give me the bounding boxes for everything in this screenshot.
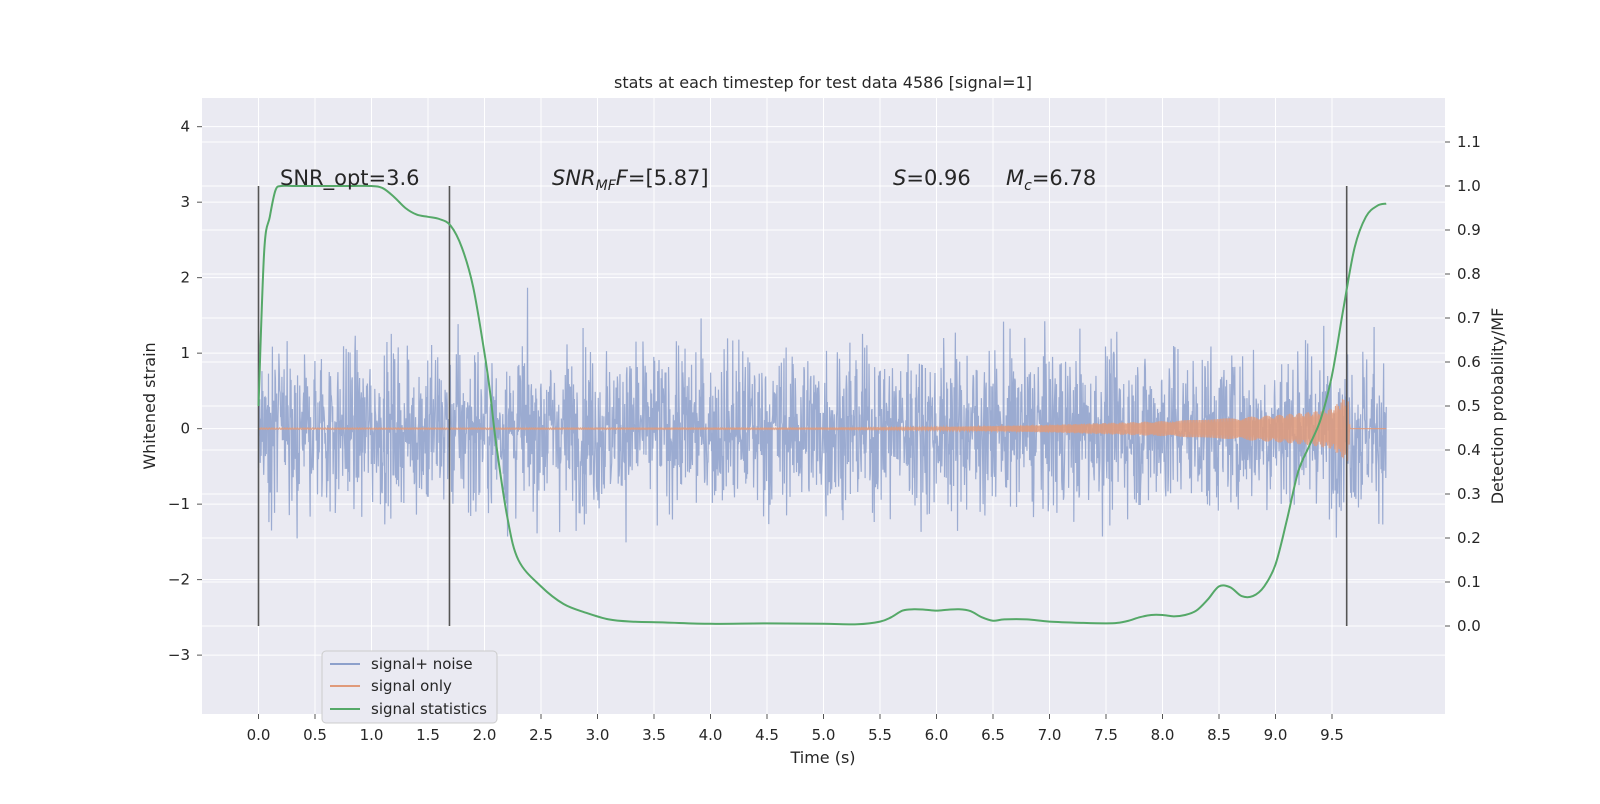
y-axis-left-title: Whitened strain	[140, 342, 159, 469]
y-left-tick-label: 3	[180, 193, 190, 211]
x-tick-label: 2.0	[473, 726, 497, 744]
y-left-tick-label: −3	[168, 646, 190, 664]
annotation-snr-opt: SNR_opt=3.6	[280, 166, 420, 191]
y-left-tick-label: 0	[180, 420, 190, 438]
signal-only-line	[258, 399, 1387, 461]
y-right-tick-label: 0.7	[1457, 309, 1481, 327]
y-right-tick-label: 0.1	[1457, 573, 1481, 591]
x-axis-title: Time (s)	[789, 748, 855, 767]
annotation-s: S=0.96	[893, 166, 971, 190]
y-right-tick-label: 0.3	[1457, 485, 1481, 503]
x-tick-label: 5.0	[812, 726, 836, 744]
y-right-tick-label: 0.5	[1457, 397, 1481, 415]
x-tick-label: 6.0	[925, 726, 949, 744]
x-tick-label: 9.0	[1264, 726, 1288, 744]
series-signal-only	[258, 399, 1387, 461]
annotation-mc: Mc=6.78	[1006, 166, 1096, 194]
x-tick-label: 9.5	[1320, 726, 1344, 744]
x-tick-label: 3.0	[586, 726, 610, 744]
x-tick-label: 0.0	[247, 726, 271, 744]
legend-label-signal-statistics: signal statistics	[371, 700, 487, 718]
x-tick-label: 8.5	[1207, 726, 1231, 744]
x-tick-label: 1.0	[360, 726, 384, 744]
y-left-tick-label: −2	[168, 571, 190, 589]
x-tick-label: 2.5	[529, 726, 553, 744]
y-left-tick-label: −1	[168, 495, 190, 513]
y-left-tick-label: 4	[180, 118, 190, 136]
grid	[202, 98, 1445, 714]
x-tick-label: 8.0	[1151, 726, 1175, 744]
signal-noise-line	[257, 287, 1387, 543]
series-signal-statistics	[257, 184, 1387, 626]
legend-label-signal-only: signal only	[371, 677, 452, 695]
x-tick-label: 6.5	[981, 726, 1005, 744]
x-tick-label: 4.5	[755, 726, 779, 744]
y-right-tick-label: 1.0	[1457, 177, 1481, 195]
y-right-tick-label: 0.2	[1457, 529, 1481, 547]
x-tick-label: 3.5	[642, 726, 666, 744]
y-right-tick-label: 0.6	[1457, 353, 1481, 371]
y-axis-right-title: Detection probability/MF	[1488, 308, 1507, 505]
legend: signal+ noise signal only signal statist…	[321, 650, 498, 724]
series-signal-noise	[257, 287, 1387, 543]
axis-ticks: 0.0 0.5 1.0 1.5 2.0 2.5 3.0 3.5 4.0 4.5 5.0 5.5 6.0 6…	[168, 118, 1481, 744]
x-tick-label: 5.5	[868, 726, 892, 744]
y-right-tick-label: 0.4	[1457, 441, 1481, 459]
legend-box	[321, 650, 498, 724]
y-right-tick-label: 0.8	[1457, 265, 1481, 283]
chart-title: stats at each timestep for test data 458…	[614, 73, 1032, 92]
x-tick-label: 7.0	[1038, 726, 1062, 744]
y-right-tick-label: 0.0	[1457, 617, 1481, 635]
signal-statistics-line	[257, 184, 1387, 626]
x-tick-label: 4.0	[699, 726, 723, 744]
y-left-tick-label: 1	[180, 344, 190, 362]
legend-label-signal-noise: signal+ noise	[371, 655, 473, 673]
y-right-tick-label: 0.9	[1457, 221, 1481, 239]
x-tick-label: 7.5	[1094, 726, 1118, 744]
x-tick-label: 1.5	[416, 726, 440, 744]
x-tick-label: 0.5	[303, 726, 327, 744]
y-left-tick-label: 2	[180, 269, 190, 287]
annotation-snr-mf: SNRMFF=[5.87]	[552, 166, 709, 194]
y-right-tick-label: 1.1	[1457, 133, 1481, 151]
